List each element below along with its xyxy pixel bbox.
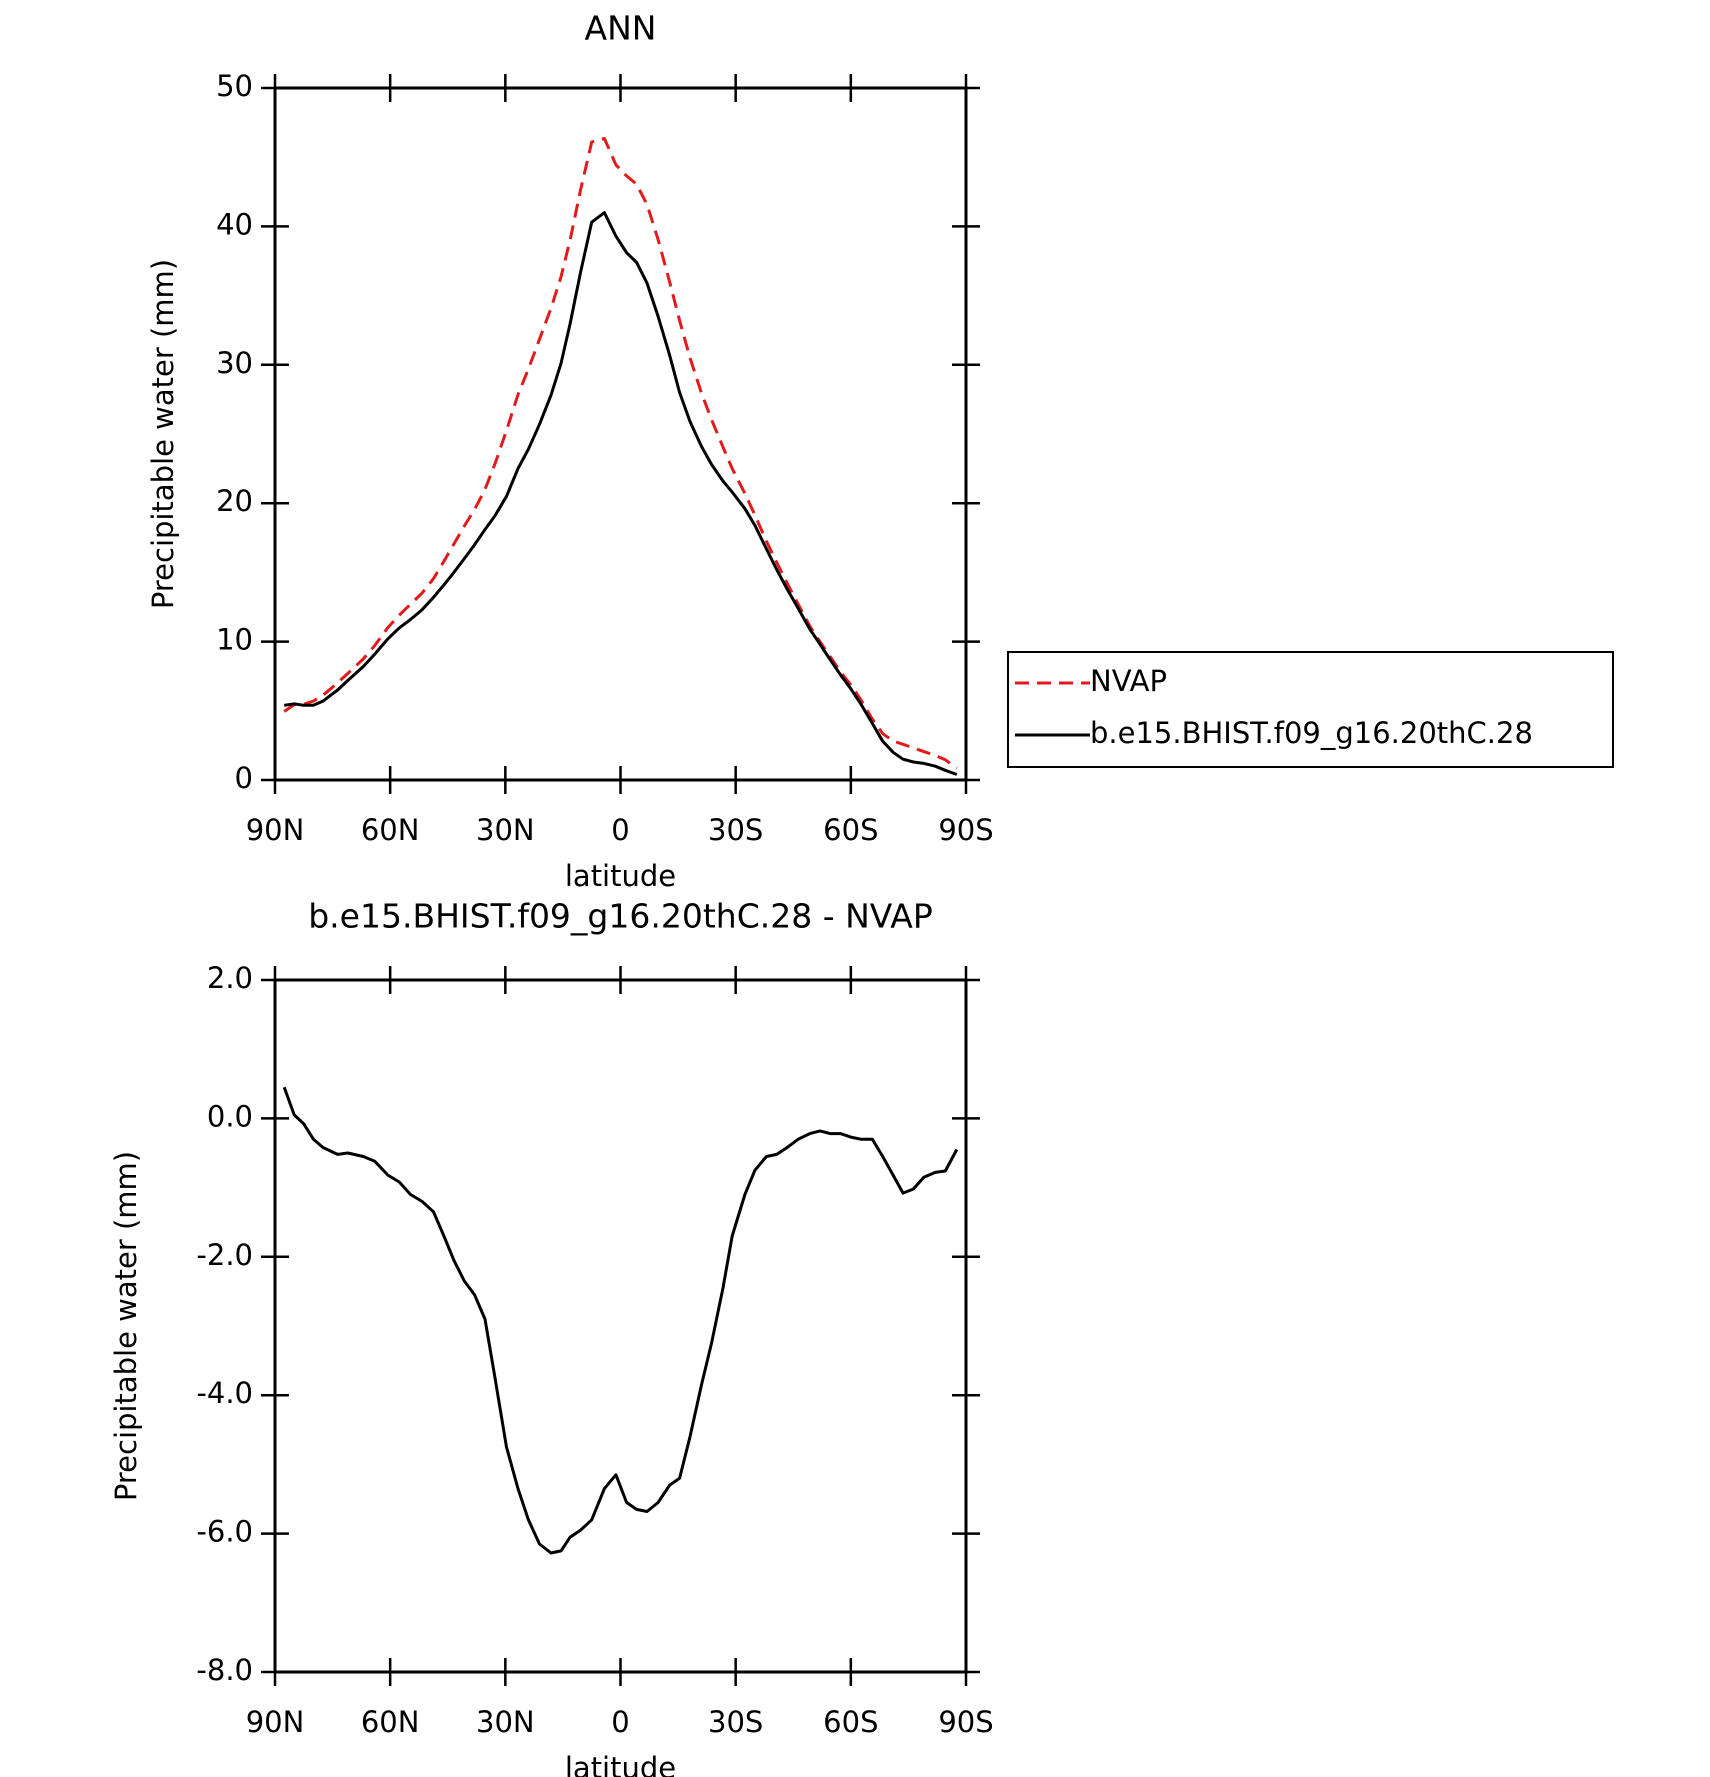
x-tick-label: 30N [476, 813, 535, 847]
x-tick-label: 30S [708, 813, 763, 847]
x-tick-label: 60S [823, 813, 878, 847]
x-tick-label: 0 [611, 1705, 629, 1739]
plot-frame [273, 978, 968, 1674]
y-tick-label: 20 [216, 484, 253, 518]
x-tick-label: 90N [246, 1705, 305, 1739]
y-tick-label: 40 [216, 207, 253, 241]
chart-title: b.e15.BHIST.f09_g16.20thC.28 - NVAP [308, 897, 933, 936]
x-axis-label: latitude [565, 859, 676, 893]
x-tick-label: 90S [938, 813, 993, 847]
y-tick-label: 2.0 [207, 961, 253, 995]
y-tick-label: -8.0 [196, 1653, 253, 1687]
legend-label: b.e15.BHIST.f09_g16.20thC.28 [1090, 716, 1533, 750]
y-tick-label: 0 [235, 761, 253, 795]
y-tick-label: -4.0 [196, 1376, 253, 1410]
y-axis-label: Precipitable water (mm) [146, 259, 180, 609]
data-line [282, 1086, 959, 1555]
y-tick-label: 10 [216, 623, 253, 657]
x-tick-label: 90N [246, 813, 305, 847]
x-tick-label: 30N [476, 1705, 535, 1739]
x-tick-label: 60N [361, 813, 420, 847]
chart-title: ANN [585, 9, 657, 48]
data-line [283, 137, 958, 770]
y-axis-label: Precipitable water (mm) [109, 1151, 143, 1501]
plot-frame [273, 86, 968, 782]
x-tick-label: 90S [938, 1705, 993, 1739]
legend-box [1007, 651, 1614, 768]
legend-label: NVAP [1090, 664, 1167, 698]
data-line [283, 211, 958, 776]
x-tick-label: 60S [823, 1705, 878, 1739]
x-tick-label: 30S [708, 1705, 763, 1739]
y-tick-label: 30 [216, 346, 253, 380]
x-axis-label: latitude [565, 1751, 676, 1777]
x-tick-label: 60N [361, 1705, 420, 1739]
y-tick-label: 50 [216, 69, 253, 103]
y-tick-label: -2.0 [196, 1238, 253, 1272]
y-tick-label: -6.0 [196, 1515, 253, 1549]
x-tick-label: 0 [611, 813, 629, 847]
y-tick-label: 0.0 [207, 1099, 253, 1133]
